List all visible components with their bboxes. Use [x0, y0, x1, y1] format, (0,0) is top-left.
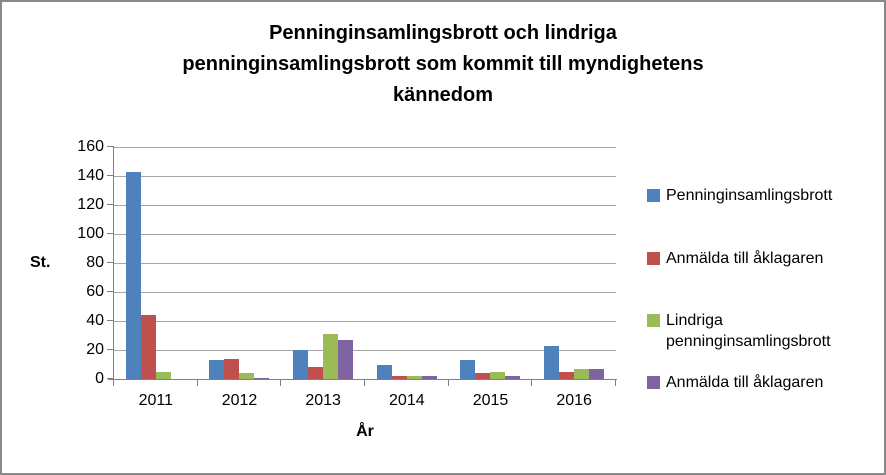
bar-2015-series-4 [505, 376, 521, 379]
bar-2016-series-4 [589, 368, 605, 379]
y-axis-line [113, 147, 114, 380]
y-tick-mark-40 [107, 320, 114, 321]
bar-group-2011 [114, 147, 198, 379]
legend-swatch-4 [647, 376, 660, 389]
y-tick-mark-60 [107, 291, 114, 292]
chart-title-line-2: penninginsamlingsbrott som kommit till m… [182, 53, 704, 75]
legend-label-3: Lindriga penninginsamlingsbrott [666, 312, 831, 350]
gridline-160 [114, 147, 616, 148]
x-tick-label-2012: 2012 [221, 392, 258, 409]
bar-2011-series-1 [125, 171, 141, 379]
bar-2012-series-4 [254, 377, 270, 379]
x-tick-mark-3 [364, 380, 365, 386]
y-tick-mark-100 [107, 233, 114, 234]
x-tick-mark-6 [615, 380, 616, 386]
bar-2016-series-2 [559, 371, 575, 379]
bar-2013-series-1 [293, 350, 309, 379]
y-tick-mark-80 [107, 262, 114, 263]
legend-label-1: Penninginsamlingsbrott [666, 187, 833, 204]
y-tick-label-0: 0 [95, 370, 104, 387]
bar-2013-series-4 [338, 339, 354, 379]
x-tick-label-2014: 2014 [389, 392, 425, 409]
bar-2012-series-3 [239, 373, 255, 379]
legend-label-2: Anmälda till åklagaren [666, 250, 824, 267]
legend-swatch-3 [647, 314, 660, 327]
x-tick-mark-4 [447, 380, 449, 386]
legend-label-4: Anmälda till åklagaren [666, 374, 824, 391]
x-tick-label-2011: 2011 [138, 392, 174, 409]
bar-2014-series-2 [391, 376, 407, 379]
chart-title-line-3: kännedom [392, 84, 494, 106]
x-tick-label-2013: 2013 [305, 392, 341, 409]
bar-2016-series-3 [574, 368, 590, 379]
y-tick-label-100: 100 [77, 225, 104, 242]
x-tick-label-2015: 2015 [472, 392, 509, 409]
gridline-20 [114, 350, 616, 351]
y-tick-label-80: 80 [86, 254, 104, 271]
y-tick-label-60: 60 [86, 283, 104, 300]
y-tick-mark-20 [107, 349, 114, 350]
chart-title: Penninginsamlingsbrott och lindriga penn… [2, 18, 884, 111]
legend-swatch-1 [647, 189, 660, 202]
bar-2013-series-3 [323, 334, 339, 379]
gridline-100 [114, 234, 616, 235]
bar-2011-series-3 [155, 371, 171, 379]
bar-group-2013 [281, 147, 365, 379]
bar-2011-series-2 [140, 315, 156, 379]
x-tick-mark-2 [280, 380, 282, 386]
gridline-40 [114, 321, 616, 322]
y-tick-label-140: 140 [77, 167, 104, 184]
bar-group-2012 [198, 147, 282, 379]
y-tick-mark-120 [107, 204, 114, 205]
bar-group-2016 [532, 147, 616, 379]
plot-area [114, 147, 616, 379]
x-axis-line [108, 379, 617, 380]
bar-2015-series-3 [490, 371, 506, 379]
y-axis-title: St. [30, 254, 51, 271]
bar-2014-series-1 [376, 364, 392, 379]
bar-2013-series-2 [308, 367, 324, 379]
bar-2014-series-4 [421, 376, 437, 379]
x-tick-label-2016: 2016 [556, 392, 592, 409]
legend-item-3: Lindriga penninginsamlingsbrott [647, 310, 881, 352]
gridline-60 [114, 292, 616, 293]
legend-item-4: Anmälda till åklagaren [647, 372, 823, 393]
bar-2012-series-2 [224, 358, 240, 379]
x-axis-title: År [356, 423, 374, 440]
y-tick-label-40: 40 [86, 312, 104, 329]
y-tick-label-120: 120 [77, 196, 104, 213]
y-tick-mark-160 [107, 146, 114, 147]
bar-group-2014 [365, 147, 449, 379]
y-tick-label-20: 20 [86, 341, 104, 358]
bar-2015-series-2 [475, 373, 491, 379]
bar-2016-series-1 [544, 345, 560, 379]
x-tick-mark-0 [113, 380, 114, 386]
legend-item-1: Penninginsamlingsbrott [647, 185, 832, 206]
legend-item-2: Anmälda till åklagaren [647, 248, 823, 269]
gridline-80 [114, 263, 616, 264]
y-tick-mark-140 [107, 175, 114, 176]
bar-group-2015 [449, 147, 533, 379]
legend-swatch-2 [647, 252, 660, 265]
x-tick-mark-5 [531, 380, 533, 386]
bar-2012-series-1 [209, 360, 225, 379]
y-tick-mark-0 [107, 378, 114, 379]
chart-title-line-1: Penninginsamlingsbrott och lindriga [269, 22, 617, 44]
bar-2014-series-3 [406, 376, 422, 379]
x-tick-mark-1 [196, 380, 198, 386]
y-tick-label-160: 160 [77, 138, 104, 155]
bar-2015-series-1 [460, 360, 476, 379]
gridline-140 [114, 176, 616, 177]
gridline-120 [114, 205, 616, 206]
